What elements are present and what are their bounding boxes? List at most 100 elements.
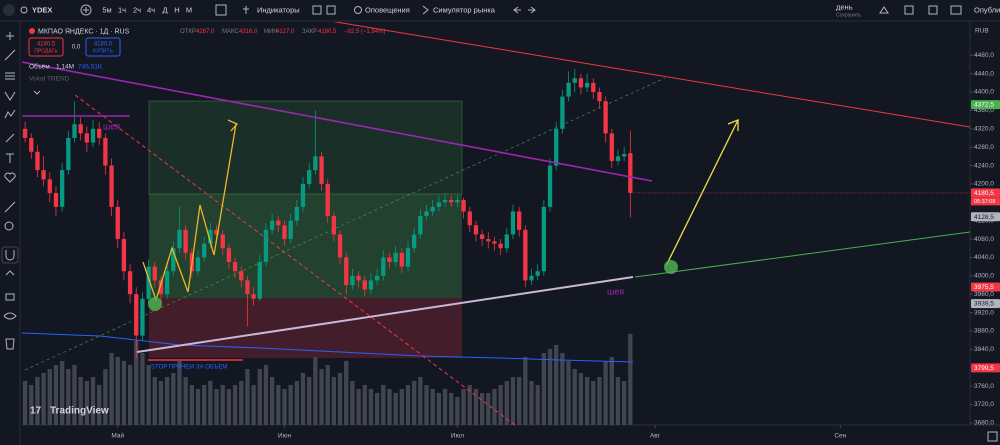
magnet-tool[interactable] (5, 250, 15, 261)
layout-status: Сохранить (836, 12, 861, 18)
crosshair-tool[interactable] (6, 32, 14, 40)
candle-body (84, 133, 90, 143)
redo[interactable] (528, 6, 536, 14)
interval-group: 5м 1ч 2ч 4ч Д Н М (102, 5, 192, 14)
publish-button[interactable]: Опублик (974, 5, 1000, 14)
candle-body (245, 280, 250, 295)
indicators-icon (243, 6, 249, 14)
volume-bar (486, 393, 491, 425)
templates-icon[interactable] (312, 5, 322, 15)
legend-title: МКПАО ЯНДЕКС · 1Д · RUS (38, 28, 130, 35)
buy-button[interactable] (85, 37, 121, 57)
candle-body (257, 262, 262, 299)
volume-bar (220, 385, 225, 425)
watermark-logo: 17 (30, 406, 42, 417)
avatar[interactable] (3, 4, 15, 16)
layout-icon[interactable] (326, 5, 336, 15)
price-badge (971, 299, 1000, 309)
indicator-legend: Volod TREND (29, 76, 70, 83)
volume-bar (344, 361, 349, 425)
candle-body (140, 298, 145, 336)
volume-bar (269, 377, 275, 425)
volume-bar (90, 377, 96, 425)
delete-tool[interactable] (5, 338, 15, 350)
volume-bar (127, 365, 133, 425)
volume-ma-line (22, 332, 634, 363)
settings[interactable] (904, 5, 914, 15)
pattern-tool[interactable] (4, 91, 16, 101)
volume-bar (442, 389, 448, 425)
alerts-button[interactable]: Оповещения (365, 5, 410, 14)
x-tick-label: Май (111, 432, 124, 440)
candle-body (510, 211, 516, 235)
snapshot[interactable] (950, 5, 962, 15)
stay-drawing[interactable] (5, 270, 15, 276)
volume-bar (473, 389, 479, 425)
axis-settings[interactable] (987, 431, 998, 442)
volume-bar (566, 361, 571, 425)
replay-button[interactable]: Симулятор рынка (433, 5, 496, 14)
interval-button[interactable]: 5м (102, 5, 111, 14)
search-icon[interactable] (20, 6, 28, 14)
sell-button[interactable] (28, 37, 64, 57)
add-symbol[interactable] (80, 4, 92, 16)
prediction-tool[interactable] (4, 109, 16, 119)
quick-search[interactable] (879, 6, 889, 14)
fullscreen[interactable] (928, 5, 938, 15)
candle-body (251, 294, 256, 299)
volume-bar (307, 377, 312, 425)
annotation: STOP ПРЯЧЕМ ЗА ОБЪЕМ (151, 365, 227, 371)
volume-bar (294, 381, 299, 425)
icon-tool[interactable] (4, 172, 16, 183)
candle-body (603, 101, 608, 134)
y-tick-label: 3920,0 (974, 309, 994, 316)
layout-name[interactable]: день (836, 2, 853, 11)
magnet-active (1, 246, 19, 264)
candle-body (461, 199, 466, 212)
zoom-tool[interactable] (4, 221, 14, 231)
symbol[interactable]: YDEX (32, 5, 52, 14)
volume-bar (84, 381, 90, 425)
candle-body (232, 262, 238, 272)
volume-bar (461, 389, 466, 425)
purple-trendline (22, 61, 653, 182)
hide-tool[interactable] (3, 312, 17, 320)
brush-tool[interactable] (5, 133, 15, 143)
candle-body (337, 234, 343, 258)
interval-button[interactable]: Д (162, 5, 167, 14)
legend-value: 4127,0 (276, 29, 295, 35)
price-badge-label: 3799,5 (974, 365, 994, 372)
trendline-tool[interactable] (4, 49, 16, 61)
candle-body (498, 243, 503, 249)
lock-tool[interactable] (5, 293, 15, 301)
y-tick-label: 4080,0 (974, 236, 994, 243)
candle-body (516, 211, 522, 230)
candle-body (418, 216, 423, 235)
red-trendline (332, 22, 970, 128)
candle-body (307, 170, 312, 184)
indicators-button[interactable]: Индикаторы (257, 5, 300, 14)
volume-bar (282, 389, 287, 425)
interval-button[interactable]: 2ч (133, 5, 141, 14)
candle-body (220, 234, 225, 249)
candle-body (560, 96, 565, 129)
candle-body (164, 271, 170, 295)
ruler-tool[interactable] (4, 201, 16, 213)
interval-button[interactable]: Н (174, 5, 179, 14)
legend-collapse[interactable] (33, 90, 41, 95)
y-tick-label: 3760,0 (974, 383, 994, 390)
interval-button[interactable]: 1ч (118, 5, 126, 14)
interval-button[interactable]: 4ч (147, 5, 155, 14)
candle-body (294, 206, 299, 221)
interval-button[interactable]: М (186, 5, 192, 14)
price-badge (971, 100, 1000, 110)
fib-tool[interactable] (5, 72, 15, 80)
volume-bar (78, 377, 83, 425)
undo[interactable] (513, 6, 521, 14)
legend-label: ОТКР (180, 29, 196, 35)
chart-type-icon[interactable] (215, 4, 227, 16)
text-tool[interactable] (6, 153, 14, 163)
volume-bar (529, 381, 534, 425)
volume-bar (374, 393, 380, 425)
volume-bar (560, 353, 565, 425)
